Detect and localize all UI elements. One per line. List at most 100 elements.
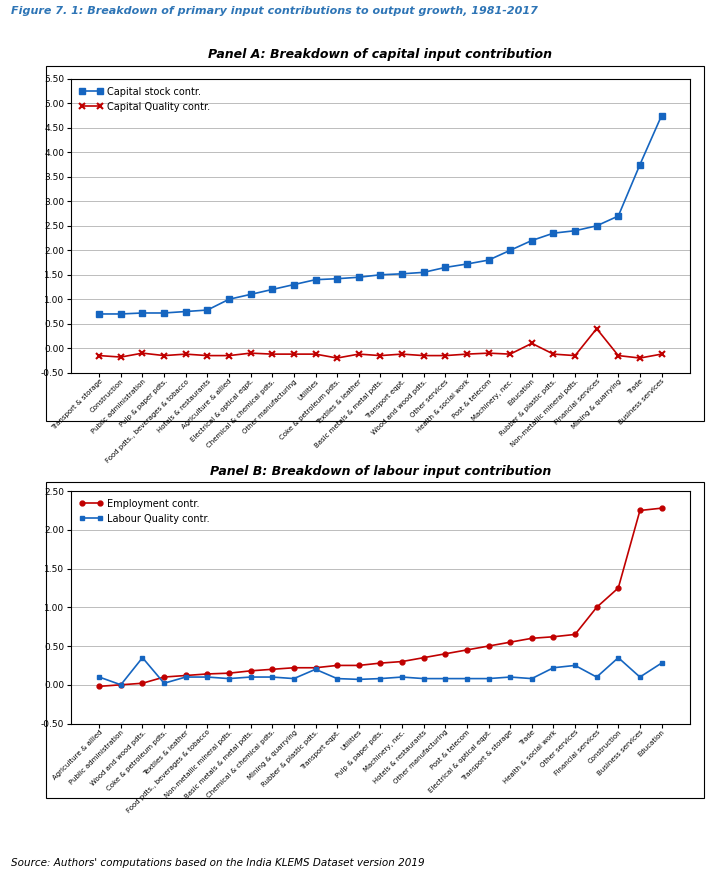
Text: Panel B: Breakdown of labour input contribution: Panel B: Breakdown of labour input contr… xyxy=(210,465,551,478)
Labour Quality contr. xyxy=(549,662,557,673)
Labour Quality contr. xyxy=(333,674,341,684)
Capital stock contr. xyxy=(246,289,255,300)
Capital Quality contr. xyxy=(463,349,471,360)
Capital stock contr. xyxy=(95,309,104,319)
Capital Quality contr. xyxy=(419,350,428,360)
Capital stock contr. xyxy=(484,255,493,266)
Text: Source: Authors' computations based on the India KLEMS Dataset version 2019: Source: Authors' computations based on t… xyxy=(11,859,424,868)
Capital Quality contr. xyxy=(657,349,665,360)
Labour Quality contr. xyxy=(441,674,449,684)
Employment contr. xyxy=(225,668,233,679)
Capital stock contr. xyxy=(138,308,146,318)
Labour Quality contr. xyxy=(419,674,428,684)
Capital Quality contr. xyxy=(181,349,190,360)
Employment contr. xyxy=(484,641,493,652)
Capital stock contr. xyxy=(203,305,212,316)
Employment contr. xyxy=(614,582,623,593)
Employment contr. xyxy=(138,678,146,688)
Capital stock contr. xyxy=(636,160,644,170)
Capital Quality contr. xyxy=(376,350,385,360)
Employment contr. xyxy=(311,662,320,673)
Labour Quality contr. xyxy=(376,674,385,684)
Capital Quality contr. xyxy=(484,348,493,359)
Capital Quality contr. xyxy=(160,350,169,360)
Capital stock contr. xyxy=(160,308,169,318)
Capital Quality contr. xyxy=(203,350,212,360)
Labour Quality contr. xyxy=(289,674,298,684)
Line: Employment contr.: Employment contr. xyxy=(97,506,664,688)
Employment contr. xyxy=(268,664,277,674)
Capital Quality contr. xyxy=(117,352,125,362)
Capital stock contr. xyxy=(549,228,557,239)
Capital stock contr. xyxy=(225,294,233,304)
Labour Quality contr. xyxy=(506,672,515,682)
Capital Quality contr. xyxy=(246,348,255,359)
Labour Quality contr. xyxy=(636,672,644,682)
Text: Figure 7. 1: Breakdown of primary input contributions to output growth, 1981-201: Figure 7. 1: Breakdown of primary input … xyxy=(11,6,538,16)
Line: Labour Quality contr.: Labour Quality contr. xyxy=(97,655,664,688)
Capital Quality contr. xyxy=(225,350,233,360)
Capital stock contr. xyxy=(528,235,536,246)
Capital Quality contr. xyxy=(397,349,406,360)
Capital stock contr. xyxy=(657,111,665,121)
Line: Capital Quality contr.: Capital Quality contr. xyxy=(96,325,665,361)
Employment contr. xyxy=(333,660,341,671)
Employment contr. xyxy=(203,668,212,679)
Labour Quality contr. xyxy=(138,652,146,663)
Capital stock contr. xyxy=(614,210,623,221)
Labour Quality contr. xyxy=(355,674,363,685)
Capital stock contr. xyxy=(506,245,515,255)
Labour Quality contr. xyxy=(160,678,169,688)
Employment contr. xyxy=(657,503,665,513)
Capital Quality contr. xyxy=(528,338,536,348)
Labour Quality contr. xyxy=(614,652,623,663)
Labour Quality contr. xyxy=(592,672,601,682)
Capital Quality contr. xyxy=(571,350,579,360)
Employment contr. xyxy=(419,652,428,663)
Employment contr. xyxy=(636,505,644,516)
Capital stock contr. xyxy=(441,262,449,273)
Legend: Capital stock contr., Capital Quality contr.: Capital stock contr., Capital Quality co… xyxy=(76,84,213,115)
Capital Quality contr. xyxy=(138,348,146,359)
Capital stock contr. xyxy=(397,268,406,279)
Capital stock contr. xyxy=(419,267,428,278)
Capital Quality contr. xyxy=(355,349,363,360)
Labour Quality contr. xyxy=(484,674,493,684)
Employment contr. xyxy=(355,660,363,671)
Line: Capital stock contr.: Capital stock contr. xyxy=(97,113,664,317)
Employment contr. xyxy=(463,645,471,655)
Labour Quality contr. xyxy=(203,672,212,682)
Labour Quality contr. xyxy=(311,664,320,674)
Capital stock contr. xyxy=(117,309,125,319)
Capital stock contr. xyxy=(463,259,471,269)
Labour Quality contr. xyxy=(181,672,190,682)
Employment contr. xyxy=(592,602,601,612)
Employment contr. xyxy=(95,681,104,692)
Employment contr. xyxy=(376,658,385,668)
Employment contr. xyxy=(549,631,557,642)
Employment contr. xyxy=(397,656,406,667)
Capital Quality contr. xyxy=(636,353,644,363)
Capital stock contr. xyxy=(355,272,363,282)
Capital Quality contr. xyxy=(289,349,298,360)
Labour Quality contr. xyxy=(268,672,277,682)
Capital Quality contr. xyxy=(592,324,601,334)
Labour Quality contr. xyxy=(95,672,104,682)
Labour Quality contr. xyxy=(657,658,665,668)
Labour Quality contr. xyxy=(571,660,579,671)
Capital Quality contr. xyxy=(549,349,557,360)
Employment contr. xyxy=(246,666,255,676)
Capital stock contr. xyxy=(592,220,601,231)
Labour Quality contr. xyxy=(463,674,471,684)
Employment contr. xyxy=(289,662,298,673)
Capital stock contr. xyxy=(311,275,320,285)
Text: Panel A: Breakdown of capital input contribution: Panel A: Breakdown of capital input cont… xyxy=(208,48,552,61)
Legend: Employment contr., Labour Quality contr.: Employment contr., Labour Quality contr. xyxy=(76,496,213,527)
Capital stock contr. xyxy=(571,225,579,236)
Employment contr. xyxy=(117,680,125,690)
Labour Quality contr. xyxy=(117,680,125,690)
Capital stock contr. xyxy=(181,306,190,317)
Capital Quality contr. xyxy=(268,349,277,360)
Capital stock contr. xyxy=(289,279,298,289)
Capital Quality contr. xyxy=(614,350,623,360)
